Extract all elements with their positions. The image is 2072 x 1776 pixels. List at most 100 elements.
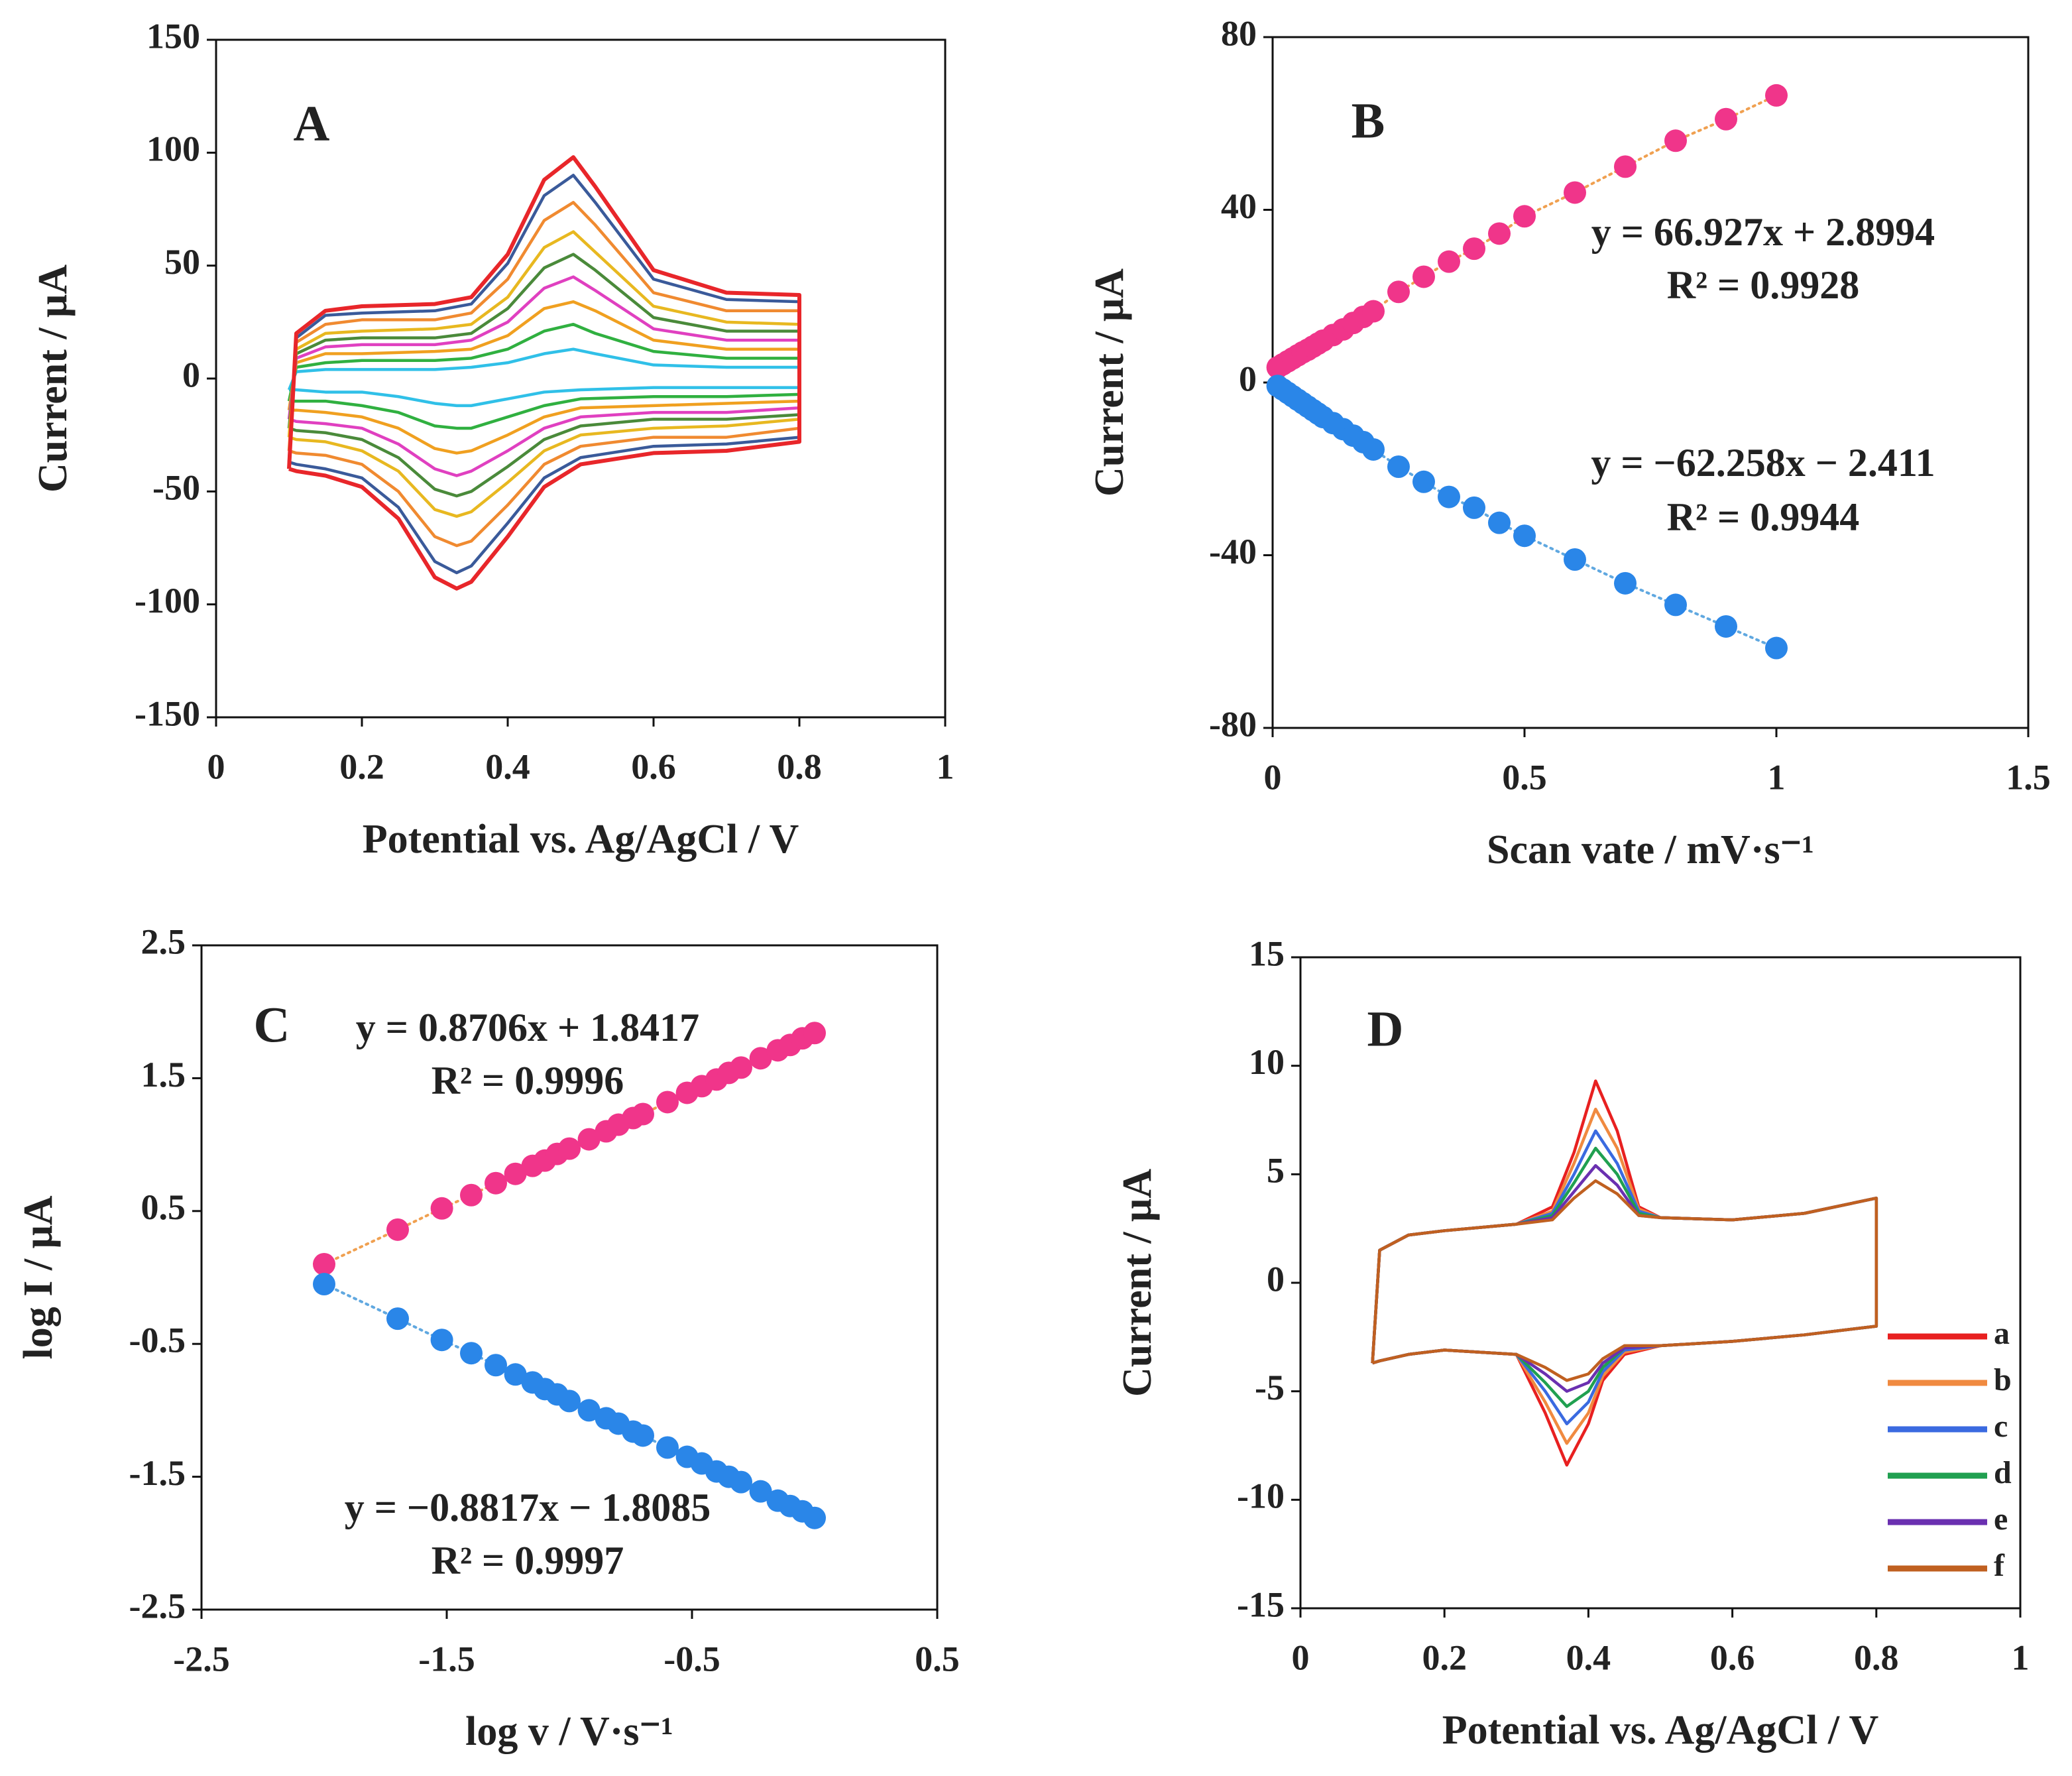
y-tick-label: -10 [1237,1476,1285,1516]
y-tick-label: 10 [1249,1042,1285,1082]
y-tick-label: 0 [1267,1259,1285,1299]
cv-curve [1371,1146,1878,1408]
x-tick-label: -2.5 [173,1639,229,1679]
plot-frame [200,944,939,1611]
x-tick-label: 0.4 [485,746,530,786]
cv-curve [287,155,801,591]
data-point [430,1329,453,1352]
equation-annotation: R² = 0.9944 [1667,495,1860,539]
x-axis-title: Potential vs. Ag/AgCl / V [1442,1708,1879,1753]
data-point [485,1354,507,1377]
panel-label: B [1352,93,1385,148]
y-tick-label: 15 [1249,933,1285,973]
data-point [1387,280,1410,304]
x-tick-label: 0.2 [339,746,384,786]
y-tick-label: 80 [1221,13,1257,53]
data-point [1513,205,1536,228]
data-point [1412,265,1435,288]
data-point [1765,84,1788,107]
y-tick-label: -15 [1237,1584,1285,1624]
equation-annotation: y = 0.8706x + 1.8417 [356,1006,699,1049]
data-point [1664,129,1687,152]
data-point [1564,548,1586,571]
cv-curve [1371,1129,1878,1426]
data-point [632,1424,654,1447]
y-tick-label: 50 [164,242,200,282]
data-point [577,1399,601,1422]
x-tick-label: 1 [937,746,954,786]
x-tick-label: 0.8 [777,746,822,786]
x-axis-title: Scan vate / mV·s⁻¹ [1487,827,1814,872]
y-axis-title: Current / μA [1115,1169,1160,1397]
x-tick-label: 0.2 [1422,1637,1467,1677]
x-tick-label: 0 [1264,757,1282,797]
data-point [558,1390,581,1413]
cv-curve [1371,1179,1878,1382]
data-point [460,1183,483,1207]
data-point [558,1137,581,1160]
data-point [1438,250,1460,273]
legend-label: e [1994,1502,2008,1537]
y-tick-label: -2.5 [129,1586,186,1626]
data-point [386,1307,409,1331]
data-point [656,1436,679,1459]
y-tick-label: -1.5 [129,1453,186,1493]
x-tick-label: 0.4 [1566,1637,1611,1677]
equation-annotation: y = −0.8817x − 1.8085 [345,1486,711,1529]
data-point [749,1480,772,1503]
y-tick-label: 0 [1239,359,1257,398]
y-tick-label: -5 [1255,1368,1285,1407]
data-point [1488,222,1511,245]
x-tick-label: 0 [207,746,225,786]
y-tick-label: 100 [146,129,200,169]
y-axis-title: log I / μA [16,1195,61,1359]
equation-annotation: R² = 0.9997 [432,1539,624,1582]
x-tick-label: 0 [1292,1637,1310,1677]
y-tick-label: -80 [1209,704,1257,744]
data-point [1438,485,1460,508]
panel-label: C [254,997,290,1053]
data-point [313,1273,335,1296]
y-axis-title: Current / μA [1087,268,1132,497]
y-tick-label: 0 [182,355,200,394]
equation-annotation: y = 66.927x + 2.8994 [1591,210,1935,254]
cv-curve [1371,1079,1878,1467]
x-tick-label: -0.5 [663,1639,720,1679]
x-tick-label: 1 [2012,1637,2030,1677]
data-point [1765,636,1788,660]
data-point [1715,107,1737,131]
data-point [730,1056,752,1079]
data-point [1362,438,1385,461]
cv-curve [287,174,801,575]
legend-label: b [1994,1362,2012,1397]
y-axis-title: Current / μA [30,265,76,493]
plot-frame [1271,36,2030,729]
data-point [1715,615,1737,638]
data-point [1664,593,1687,617]
x-tick-label: 0.5 [1502,757,1547,797]
data-point [730,1470,752,1494]
equation-annotation: y = −62.258x − 2.411 [1591,441,1935,485]
x-axis-title: log v / V·s⁻¹ [465,1709,673,1754]
x-tick-label: 1.5 [2006,757,2051,797]
panel-label: A [294,95,330,151]
data-point [1564,181,1586,204]
data-point [313,1252,335,1275]
x-tick-label: -1.5 [418,1639,475,1679]
cv-curve [287,230,801,518]
data-point [803,1506,826,1529]
x-tick-label: 0.6 [1710,1637,1755,1677]
y-tick-label: 2.5 [141,921,186,961]
data-point [1387,455,1410,478]
x-tick-label: 0.8 [1854,1637,1899,1677]
data-point [1513,524,1536,548]
data-point [1488,511,1511,534]
data-point [504,1363,527,1386]
cv-curve [287,201,801,548]
data-point [1463,496,1485,519]
data-point [656,1091,679,1114]
equation-annotation: R² = 0.9996 [432,1059,624,1102]
data-point [1614,571,1637,595]
y-tick-label: -150 [135,693,200,733]
